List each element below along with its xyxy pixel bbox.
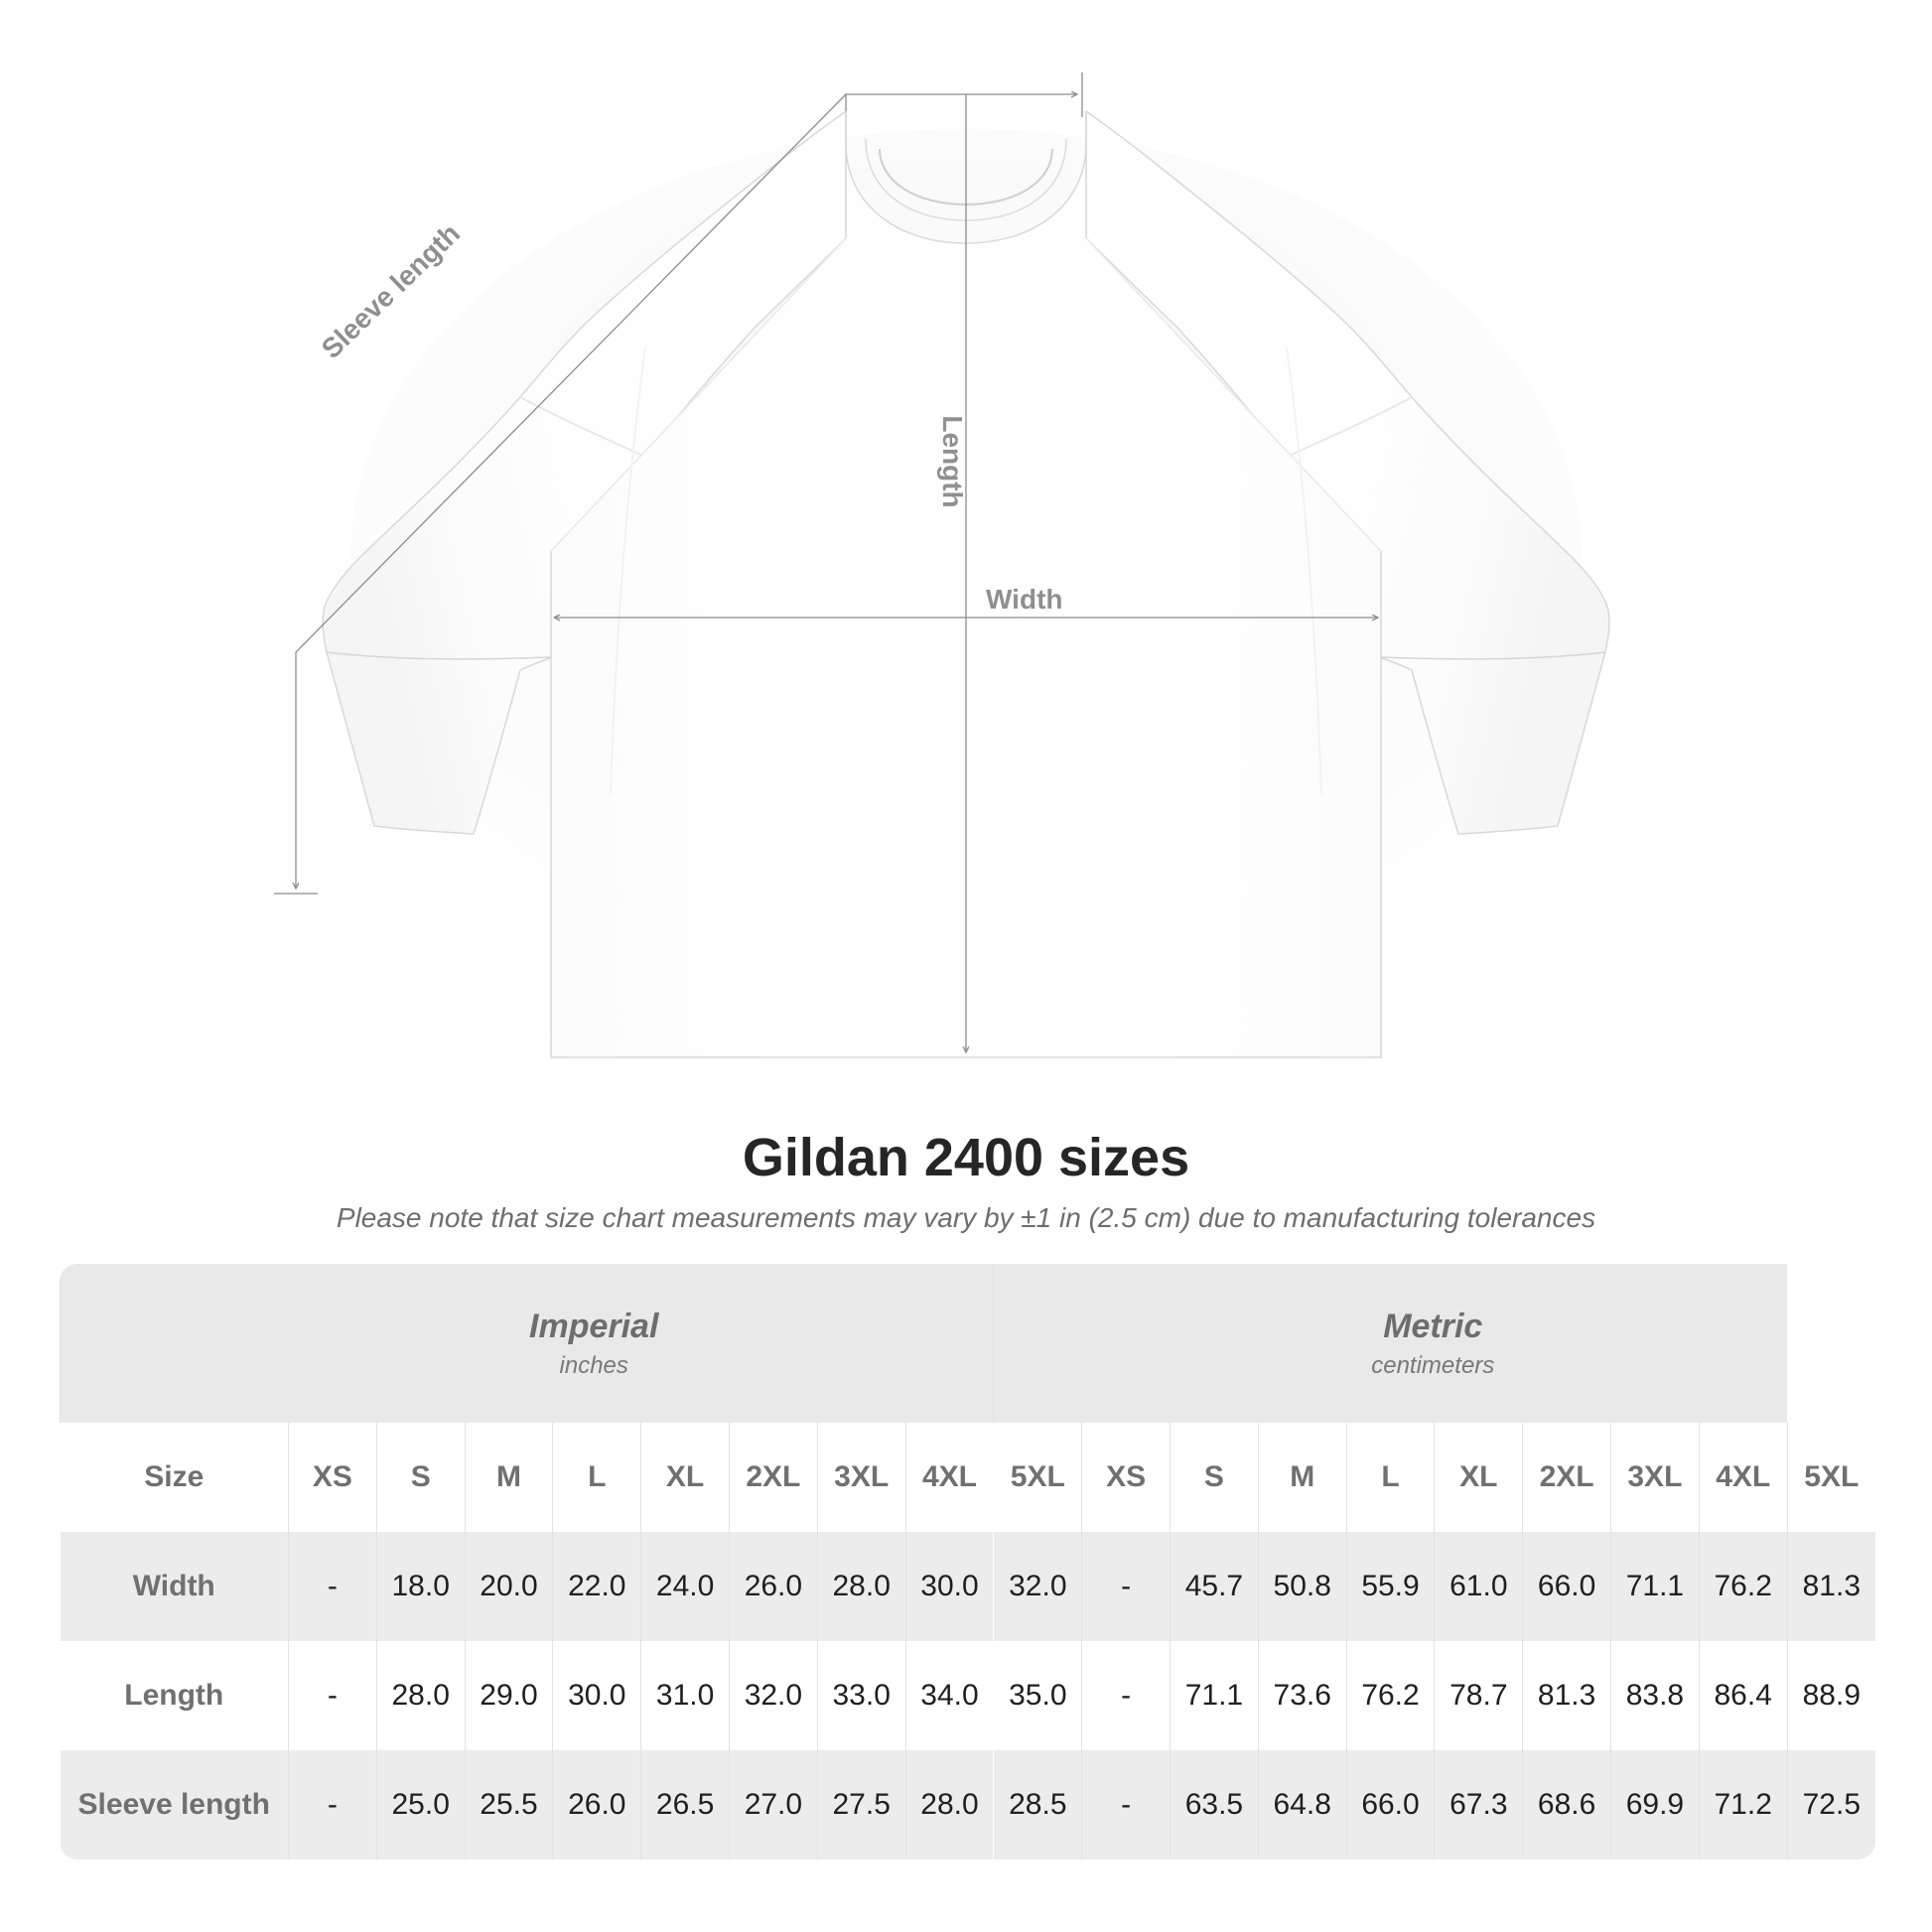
svg-text:Width: Width xyxy=(986,584,1063,615)
svg-text:Length: Length xyxy=(937,415,968,507)
